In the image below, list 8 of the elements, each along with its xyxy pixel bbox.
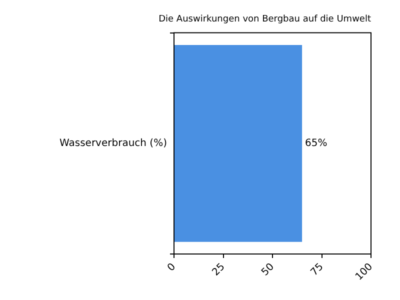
chart-title: Die Auswirkungen von Bergbau auf die Umwelt bbox=[158, 14, 372, 25]
x-tick-label: 75 bbox=[308, 261, 326, 278]
data-label: 65% bbox=[305, 138, 328, 150]
x-tick-label: 100 bbox=[354, 261, 375, 283]
x-tick-label: 50 bbox=[260, 261, 276, 278]
x-tick-label: 0 bbox=[166, 261, 178, 274]
y-tick-label: Wasserverbrauch (%) bbox=[60, 138, 168, 150]
x-tick-label: 25 bbox=[210, 261, 228, 278]
